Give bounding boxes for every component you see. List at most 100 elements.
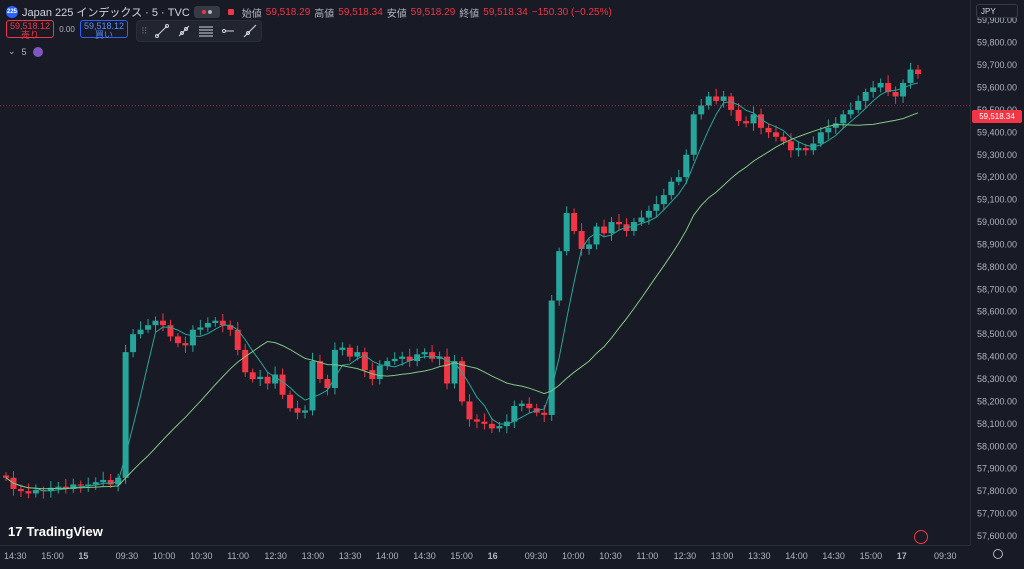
candle-body — [167, 325, 174, 337]
candle-body — [436, 356, 443, 359]
price-tick-label: 59,600.00 — [977, 82, 1017, 92]
candle-body — [765, 127, 772, 133]
settings-icon[interactable] — [993, 549, 1003, 559]
spread-value: 0.00 — [59, 24, 75, 34]
time-tick-label: 13:30 — [339, 551, 362, 561]
trend-line-icon[interactable] — [154, 23, 170, 39]
price-tick-label: 57,800.00 — [977, 486, 1017, 496]
price-tick-label: 59,400.00 — [977, 127, 1017, 137]
time-tick-label: 17 — [897, 551, 907, 561]
drag-handle-icon[interactable]: ⠿ — [141, 25, 148, 36]
candle-body — [817, 132, 824, 144]
candle-body — [421, 352, 428, 355]
candle-body — [414, 354, 421, 362]
candle-body — [675, 177, 682, 182]
candle-body — [189, 329, 196, 346]
time-tick-label: 15 — [78, 551, 88, 561]
chevron-down-icon[interactable]: ⌄ — [8, 46, 16, 56]
candle-body — [234, 329, 241, 350]
time-tick-label: 12:30 — [264, 551, 287, 561]
open-label: 始値 — [241, 8, 262, 20]
fib-icon[interactable] — [198, 23, 214, 39]
indicator-row: ⌄ 5 — [8, 46, 43, 57]
candle-body — [825, 127, 832, 133]
candle-body — [264, 376, 271, 384]
ma-slow-line — [5, 112, 919, 490]
tradingview-logo-icon: 17 — [8, 524, 23, 539]
candle-body — [197, 327, 204, 330]
time-tick-label: 15:00 — [41, 551, 64, 561]
candle-body — [518, 403, 525, 406]
candle-body — [145, 325, 152, 330]
candle-body — [855, 100, 862, 110]
price-tick-label: 59,900.00 — [977, 15, 1017, 25]
high-value: 59,518.34 — [338, 6, 383, 18]
buy-label: 買い — [94, 30, 113, 40]
candle-body — [885, 82, 892, 92]
candle-body — [70, 484, 77, 489]
candle-body — [638, 217, 645, 223]
sell-price: 59,518.12 — [9, 21, 51, 31]
open-value: 59,518.29 — [265, 6, 311, 18]
price-tick-label: 57,600.00 — [977, 531, 1017, 541]
candle-body — [832, 123, 839, 128]
candle-body — [645, 210, 652, 218]
flag-icon[interactable] — [224, 6, 238, 18]
currency-selector[interactable]: JPY — [976, 4, 1018, 18]
time-tick-label: 15:00 — [450, 551, 473, 561]
candle-body — [548, 300, 555, 415]
time-axis[interactable]: 14:30 15:00 15 09:30 10:00 10:30 11:00 12:30 13:… — [0, 545, 970, 566]
time-tick-label: 14:00 — [785, 551, 808, 561]
price-axis[interactable]: 59,900.00 59,800.00 59,700.00 59,600.00 59,5… — [970, 0, 1024, 545]
candle-body — [877, 82, 884, 88]
candle-body — [720, 96, 727, 101]
candle-body — [339, 347, 346, 350]
extended-line-icon[interactable] — [242, 23, 258, 39]
price-axis-labels: 59,900.00 59,800.00 59,700.00 59,600.00 59,5… — [977, 15, 1017, 541]
indicator-label[interactable]: 5 — [21, 46, 27, 57]
candle-body — [316, 361, 323, 380]
time-tick-label: 10:00 — [562, 551, 585, 561]
candle-body — [750, 114, 757, 124]
candle-body — [840, 114, 847, 124]
time-tick-label: 14:30 — [4, 551, 27, 561]
candle-body — [32, 490, 39, 494]
candle-body — [346, 347, 353, 357]
symbol-logo-icon[interactable]: 225 — [6, 6, 18, 18]
candle-body — [122, 352, 129, 478]
horizontal-ray-icon[interactable] — [220, 23, 236, 39]
price-chart[interactable] — [0, 0, 970, 545]
price-tick-label: 58,200.00 — [977, 396, 1017, 406]
candle-body — [212, 320, 219, 323]
price-tick-label: 58,800.00 — [977, 262, 1017, 272]
compass-icon[interactable] — [914, 530, 928, 544]
candle-body — [62, 486, 69, 489]
tradingview-logo-text: TradingView — [26, 524, 103, 539]
candle-body — [182, 343, 189, 346]
candle-body — [107, 479, 114, 485]
eye-icon[interactable] — [193, 6, 220, 18]
trade-buttons: 59,518.12 売り 0.00 59,518.12 買い — [6, 20, 128, 40]
candle-body — [444, 356, 451, 384]
candle-body — [847, 109, 854, 115]
candle-body — [683, 154, 690, 178]
candle-body — [593, 226, 600, 245]
candle-body — [354, 352, 361, 357]
time-tick-label: 14:30 — [413, 551, 436, 561]
tradingview-logo[interactable]: 17 TradingView — [8, 524, 103, 539]
candle-body — [159, 320, 166, 326]
chart-area[interactable] — [0, 0, 970, 545]
candle-body — [900, 82, 907, 97]
candle-body — [130, 334, 137, 353]
indicator-icon[interactable] — [32, 46, 43, 57]
candle-body — [473, 419, 480, 422]
candle-body — [466, 401, 473, 420]
buy-button[interactable]: 59,518.12 買い — [80, 20, 128, 40]
ray-icon[interactable] — [176, 23, 192, 39]
symbol-title[interactable]: Japan 225 インデックス · 5 · TVC — [22, 7, 190, 19]
sell-button[interactable]: 59,518.12 売り — [6, 20, 54, 40]
candle-body — [369, 370, 376, 380]
time-tick-label: 09:30 — [525, 551, 548, 561]
time-tick-label: 12:30 — [674, 551, 697, 561]
price-tick-label: 59,200.00 — [977, 172, 1017, 182]
